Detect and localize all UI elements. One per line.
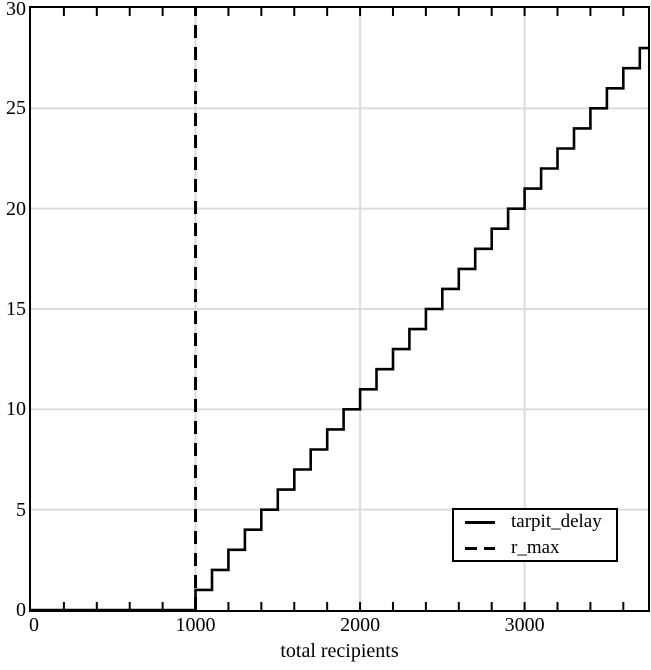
x-tick-label: 0 xyxy=(29,614,39,636)
y-tick-label: 20 xyxy=(6,197,26,220)
x-axis-title: total recipients xyxy=(280,640,399,662)
plot-canvas xyxy=(31,8,648,610)
solid-line-icon xyxy=(465,520,495,524)
legend-entry-r-max: r_max xyxy=(454,536,616,560)
legend: tarpit_delay r_max xyxy=(452,508,618,562)
series-tarpit_delay xyxy=(31,46,648,610)
y-tick-label: 30 xyxy=(6,0,26,20)
y-tick-label: 10 xyxy=(6,398,26,421)
legend-entry-tarpit-delay: tarpit_delay xyxy=(454,510,616,534)
x-tick-label: 2000 xyxy=(340,614,381,636)
plot-area xyxy=(29,6,650,612)
legend-label: r_max xyxy=(511,537,560,558)
y-tick-label: 15 xyxy=(6,298,26,320)
x-tick-label: 3000 xyxy=(504,614,545,636)
y-tick-label: 25 xyxy=(6,97,26,120)
dashed-line-icon xyxy=(465,546,495,550)
legend-label: tarpit_delay xyxy=(511,511,602,532)
y-tick-label: 0 xyxy=(16,599,26,621)
x-tick-label: 1000 xyxy=(175,614,216,636)
y-tick-label: 5 xyxy=(16,498,26,521)
